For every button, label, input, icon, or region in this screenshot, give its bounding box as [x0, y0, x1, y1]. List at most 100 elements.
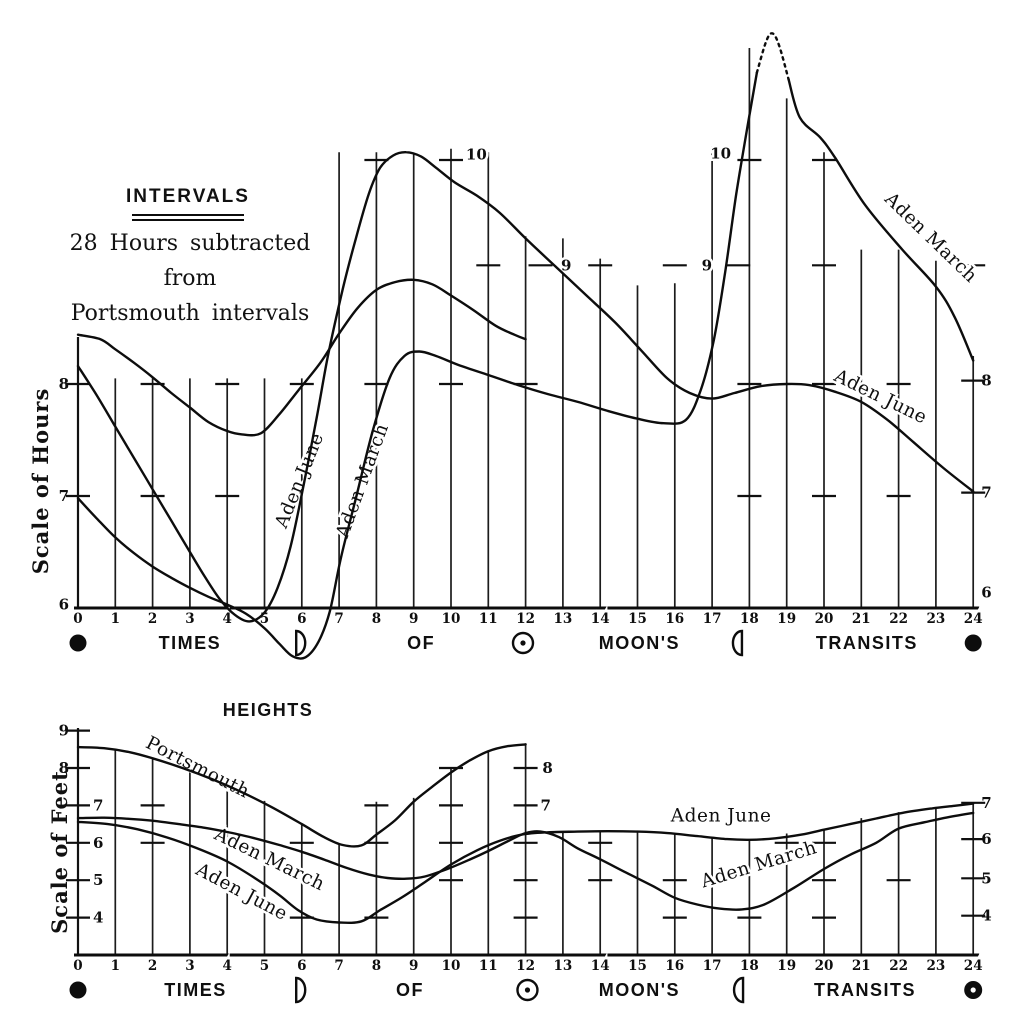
x-tick-label-14: 14	[591, 611, 610, 627]
note-line-3: Portsmouth intervals	[70, 301, 310, 326]
curve-aden-march-intervals	[787, 78, 975, 362]
note-line-2: from	[163, 266, 217, 291]
x-tick-label-7: 7	[334, 611, 343, 627]
x-tick-label-6: 6	[297, 958, 306, 974]
heights-title: HEIGHTS	[222, 700, 314, 720]
new-moon-dot-icon	[964, 981, 983, 999]
curve-label-aden-march: Aden March	[332, 421, 393, 542]
y-label-right-8: 8	[981, 372, 991, 390]
x-tick-label-21: 21	[852, 611, 871, 627]
x-tick-label-24: 24	[964, 611, 983, 627]
chart-intervals: 0 1 2 3 4 5 6 7 8 9 10 11 12 13 14 15 16 17 18 19 20 21 22 23 24…	[59, 32, 992, 660]
intervals-note: 28 Hours subtracted from Portsmouth inte…	[36, 226, 344, 331]
x-tick-label-14: 14	[591, 958, 610, 974]
footer-word-of: OF	[396, 980, 424, 1000]
chart-heights: 0 1 2 3 4 5 6 7 8 9 10 11 12 13 14 15 16 17 18 19 20 21 22 23 24…	[59, 722, 992, 1004]
x-tick-label-17: 17	[703, 611, 722, 627]
footer-word-transits: TRANSITS	[814, 980, 916, 1000]
y-label-inner-8: 8	[542, 759, 552, 777]
x-tick-label-12: 12	[516, 611, 535, 627]
x-tick-label-15: 15	[628, 958, 647, 974]
footer-word-transits: TRANSITS	[816, 633, 918, 653]
y-label-right-6: 6	[981, 583, 991, 601]
y-label-right-7: 7	[981, 794, 991, 812]
x-tick-label-18: 18	[740, 611, 759, 627]
x-tick-label-22: 22	[889, 611, 908, 627]
x-tick-label-23: 23	[927, 958, 946, 974]
x-tick-label-9: 9	[409, 611, 418, 627]
curve-label-aden-march: Aden March	[880, 188, 982, 287]
y-label-left-6: 6	[93, 834, 103, 852]
footer-word-times: TIMES	[164, 980, 227, 1000]
curve-label-aden-june: Aden June	[670, 806, 772, 827]
curve-aden-march-intervals	[755, 32, 790, 81]
curve-label-aden-june: Aden June	[271, 430, 329, 532]
last-quarter-icon	[731, 629, 744, 657]
x-tick-label-15: 15	[628, 611, 647, 627]
y-label-left-6: 6	[59, 596, 69, 614]
y-label-left-5: 5	[93, 871, 103, 889]
x-tick-label-18: 18	[740, 958, 759, 974]
last-quarter-icon	[732, 976, 745, 1004]
x-tick-label-6: 6	[297, 611, 306, 627]
y-label-left-7: 7	[59, 487, 69, 505]
x-tick-label-16: 16	[665, 611, 684, 627]
footer-word-times: TIMES	[159, 633, 222, 653]
footer-word-moons: MOON'S	[599, 980, 680, 1000]
y-axis-caption-feet: Scale of Feet	[47, 770, 72, 934]
y-label-right-5: 5	[981, 869, 991, 887]
x-tick-label-7: 7	[334, 958, 343, 974]
y-label-left-7: 7	[93, 796, 103, 814]
x-tick-label-0: 0	[73, 611, 82, 627]
x-tick-label-2: 2	[148, 611, 157, 627]
y-label-left-8: 8	[59, 759, 69, 777]
new-moon-icon	[69, 634, 87, 652]
x-tick-label-23: 23	[927, 611, 946, 627]
note-line-1: 28 Hours subtracted	[69, 231, 311, 256]
y-label-inner-10: 10	[710, 144, 731, 162]
x-tick-label-21: 21	[852, 958, 871, 974]
title-underline-2	[132, 218, 244, 221]
x-tick-label-20: 20	[815, 958, 834, 974]
y-label-inner-10: 10	[466, 145, 487, 163]
x-tick-label-12: 12	[516, 958, 535, 974]
x-tick-label-3: 3	[185, 611, 194, 627]
x-tick-label-11: 11	[479, 611, 498, 627]
y-label-right-7: 7	[981, 484, 991, 502]
new-moon-icon	[964, 634, 982, 652]
first-quarter-icon	[295, 976, 307, 1004]
x-tick-label-2: 2	[148, 958, 157, 974]
x-tick-label-13: 13	[554, 611, 573, 627]
x-tick-label-22: 22	[889, 958, 908, 974]
curve-label-portsmouth: Portsmouth	[142, 732, 253, 802]
x-tick-label-8: 8	[372, 958, 381, 974]
x-tick-label-9: 9	[409, 958, 418, 974]
curve-aden-june-heights	[76, 802, 975, 925]
footer-word-of: OF	[407, 633, 435, 653]
x-tick-label-17: 17	[703, 958, 722, 974]
x-tick-label-5: 5	[260, 958, 269, 974]
x-tick-label-13: 13	[554, 958, 573, 974]
x-tick-label-11: 11	[479, 958, 498, 974]
curve-label-aden-june: Aden June	[830, 365, 931, 428]
x-tick-label-20: 20	[815, 611, 834, 627]
x-tick-label-24: 24	[964, 958, 983, 974]
curve-aden-june-intervals	[76, 150, 975, 623]
x-tick-label-10: 10	[442, 958, 461, 974]
full-moon-icon	[511, 631, 535, 655]
x-tick-label-4: 4	[222, 611, 231, 627]
x-tick-label-0: 0	[73, 958, 82, 974]
y-axis-caption-hours: Scale of Hours	[28, 387, 53, 575]
x-tick-label-16: 16	[665, 958, 684, 974]
title-underline-1	[132, 214, 244, 216]
x-tick-label-8: 8	[372, 611, 381, 627]
y-label-inner-7: 7	[541, 796, 551, 814]
y-label-left-9: 9	[59, 722, 69, 740]
first-quarter-icon	[295, 629, 307, 657]
x-tick-label-19: 19	[777, 958, 796, 974]
curve-portsmouth-heights	[76, 743, 527, 848]
y-label-inner-9: 9	[702, 256, 712, 274]
full-moon-icon	[516, 978, 539, 1002]
